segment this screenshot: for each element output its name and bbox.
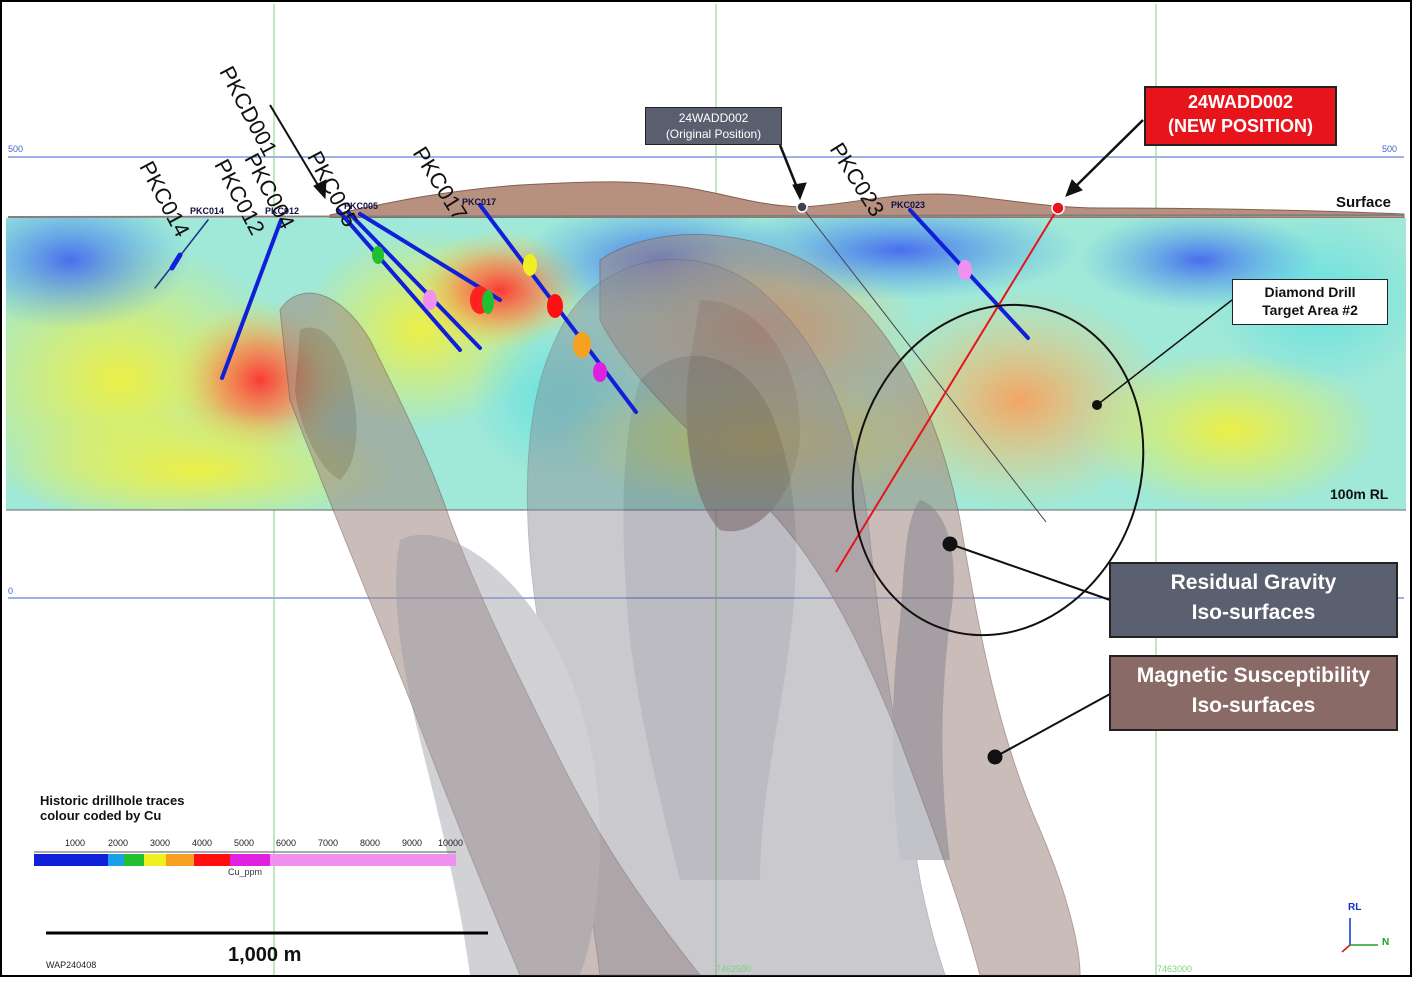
original-hole-trace: [801, 206, 1047, 523]
surface-label: Surface: [1336, 194, 1392, 211]
new-collar-marker: [1051, 201, 1065, 215]
rl-label: 100m RL: [1330, 486, 1389, 502]
grid-label-northing-1: 7462500: [716, 964, 752, 974]
grid-label-zero: 0: [8, 586, 14, 596]
figure-id: WAP240408: [46, 960, 97, 970]
callout-magnetic-susceptibility: Magnetic Susceptibility Iso-surfaces: [1109, 655, 1398, 731]
callout-gravity-line2: Iso-surfaces: [1191, 601, 1316, 624]
legend-tick-label: 2000: [108, 838, 129, 848]
callout-original-line1: 24WADD002: [678, 111, 749, 125]
grid-label-northing-2: 7463000: [1157, 964, 1193, 974]
callout-target-area: Diamond Drill Target Area #2: [1232, 279, 1388, 325]
orientation-widget: [1341, 918, 1378, 953]
legend-tick-label: 1000: [65, 838, 86, 848]
collar-label-pkc012: PKC012: [265, 206, 300, 216]
legend-unit: Cu_ppm: [228, 867, 263, 877]
callout-original-position: 24WADD002 (Original Position): [645, 107, 782, 145]
callout-original-line2: (Original Position): [665, 127, 762, 141]
legend-tick-label: 7000: [318, 838, 339, 848]
grid-label-rl-left: 500: [8, 144, 24, 154]
legend-title-line1: Historic drillhole traces: [40, 793, 185, 808]
topography: [329, 181, 1405, 219]
scale-bar-label: 1,000 m: [228, 944, 302, 966]
legend-tick-label: 5000: [234, 838, 255, 848]
legend-tick-label: 9000: [402, 838, 423, 848]
callout-new-line2: (NEW POSITION): [1168, 116, 1313, 136]
callout-new-line1: 24WADD002: [1187, 92, 1294, 112]
axis-label-n: N: [1382, 937, 1390, 948]
collar-label-pkc005: PKC005: [344, 201, 379, 211]
collar-label-pkc023: PKC023: [891, 200, 926, 210]
axis-label-rl: RL: [1348, 902, 1362, 913]
magnetic-iso-surfaces: [279, 234, 1081, 976]
callout-gravity-line1: Residual Gravity: [1170, 571, 1337, 594]
gravity-iso-surfaces: [396, 258, 954, 976]
callout-target-line2: Target Area #2: [1262, 302, 1358, 318]
callout-magnetic-line2: Iso-surfaces: [1191, 694, 1316, 717]
legend-tick-label: 10000: [438, 838, 464, 848]
cu-legend-bar: [34, 851, 456, 866]
callout-residual-gravity: Residual Gravity Iso-surfaces: [1109, 562, 1398, 638]
legend-tick-label: 6000: [276, 838, 297, 848]
callout-magnetic-line1: Magnetic Susceptibility: [1136, 664, 1371, 687]
legend-tick-label: 8000: [360, 838, 381, 848]
drillhole-traces: [154, 203, 1030, 414]
legend-tick-label: 4000: [192, 838, 213, 848]
legend-tick-label: 3000: [150, 838, 171, 848]
collar-label-pkc014: PKC014: [190, 206, 225, 216]
leader-lines: [269, 104, 1233, 765]
legend-title-line2: colour coded by Cu: [40, 808, 162, 823]
target-area-ellipse: [851, 303, 1145, 637]
callout-target-line1: Diamond Drill: [1264, 284, 1356, 300]
original-collar-marker: [796, 201, 808, 213]
collar-label-pkc017: PKC017: [462, 197, 497, 207]
callout-new-position: 24WADD002 (NEW POSITION): [1144, 86, 1337, 146]
grid-label-rl-right: 500: [1382, 144, 1398, 154]
new-hole-trace: [835, 207, 1059, 573]
legend-title: Historic drillhole traces colour coded b…: [40, 793, 185, 823]
